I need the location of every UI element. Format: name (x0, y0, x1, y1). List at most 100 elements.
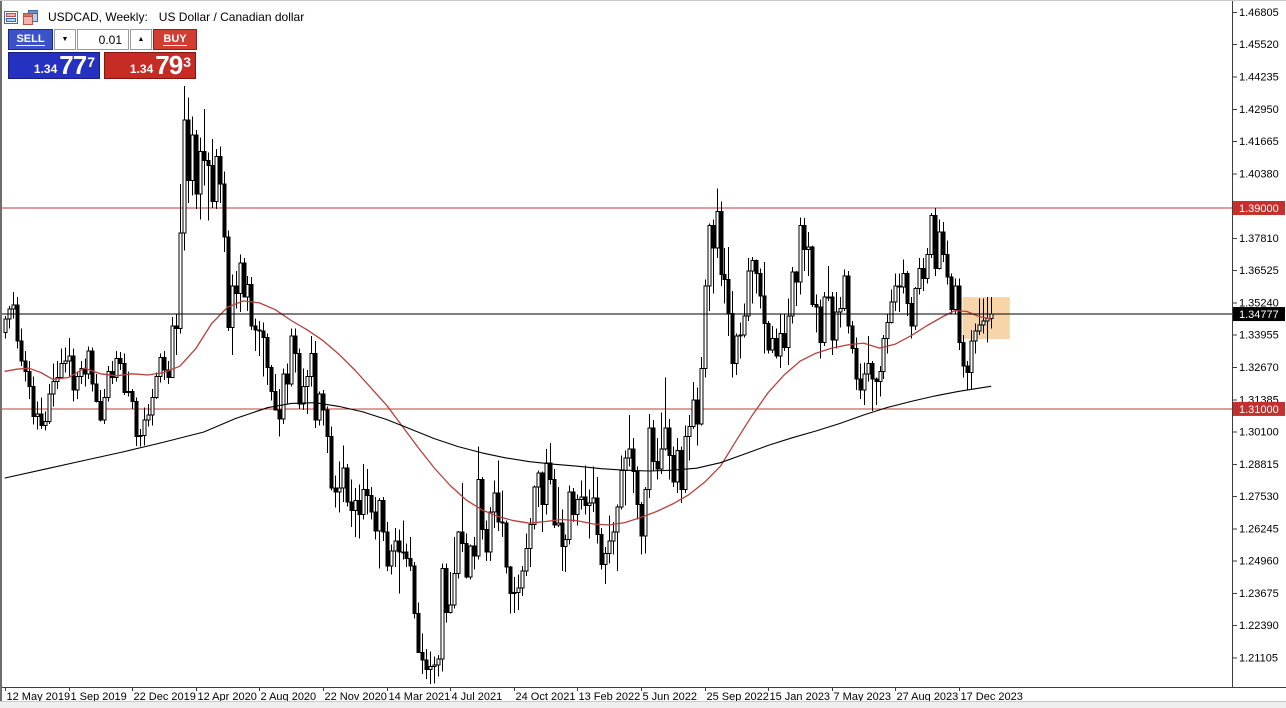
candle (611, 521, 616, 555)
candle (424, 648, 429, 679)
candle (222, 171, 227, 252)
candle-body-bull (150, 397, 155, 416)
candle (35, 401, 40, 430)
price-axis[interactable]: 1.46805 1.45520 1.44235 1.42950 1.41665 1.403… (1232, 7, 1285, 665)
candle-body-bear (210, 164, 215, 203)
candle-body-bull (687, 426, 692, 438)
candle (500, 490, 505, 538)
candle (774, 328, 779, 359)
candle-body-bear (424, 659, 429, 670)
candle (51, 363, 56, 407)
time-tick-label: 12 May 2019 (7, 691, 71, 703)
price-tick-label: 1.41665 (1239, 136, 1279, 148)
candle (830, 292, 835, 355)
candle (432, 656, 437, 684)
candle-body-bear (933, 215, 938, 269)
buy-price-box[interactable]: 1.34 79 3 (104, 52, 196, 79)
candle-body-bear (186, 119, 191, 181)
candle-body-bear (206, 159, 211, 166)
candle (261, 322, 266, 377)
candle-body-bear (560, 522, 565, 548)
candle (67, 338, 72, 378)
candle (357, 484, 362, 539)
candle-body-bull (198, 150, 203, 195)
candle-body-bull (182, 119, 187, 234)
quotes-list-icon[interactable] (4, 10, 19, 25)
sell-price-prefix: 1.34 (33, 62, 58, 76)
candle-body-bear (722, 274, 727, 281)
candle (750, 256, 755, 304)
candle-body-bull (627, 448, 632, 459)
time-axis[interactable]: 12 May 2019 1 Sep 2019 22 Dec 2019 12 Apr 2… (5, 687, 1023, 703)
candle (826, 265, 831, 301)
symbol-description: US Dollar / Canadian dollar (158, 10, 305, 24)
candle (293, 328, 298, 373)
window-left-border (0, 1, 2, 708)
candle-body-bull (47, 393, 52, 422)
candle-body-bear (571, 491, 576, 515)
candle (897, 273, 902, 313)
sell-button[interactable]: SELL (8, 29, 53, 50)
sell-price-box[interactable]: 1.34 77 7 (8, 52, 100, 79)
candle-body-bull (738, 334, 743, 337)
volume-increase-button[interactable]: ▲ (130, 29, 152, 50)
candle-body-bear (71, 355, 76, 391)
candle-body-bull (567, 491, 572, 541)
candle (909, 297, 914, 339)
candle-body-bear (130, 390, 135, 402)
candle (794, 270, 799, 306)
candle (595, 476, 600, 544)
candle (941, 221, 946, 262)
candle-body-bull (881, 338, 886, 372)
candle-body-bear (730, 312, 735, 365)
candle (118, 351, 123, 370)
candle-body-bull (603, 552, 608, 566)
candle (516, 574, 521, 610)
candle-body-bear (202, 150, 207, 161)
candle (63, 347, 68, 373)
candle (782, 314, 787, 352)
candle-body-bear (762, 295, 767, 325)
candle-body-bull (305, 375, 310, 387)
candle (846, 270, 851, 334)
candle (242, 258, 247, 298)
candle-body-bear (464, 542, 469, 578)
candle (599, 528, 604, 570)
candle-body-bull (63, 360, 68, 365)
level-price-tag-text: 1.39000 (1239, 203, 1279, 215)
candle (142, 407, 147, 446)
candle-body-bull (106, 370, 111, 399)
depth-of-market-icon[interactable] (23, 9, 38, 25)
candle-body-bear (285, 373, 290, 385)
buy-button[interactable]: BUY (153, 29, 197, 50)
volume-input[interactable] (77, 29, 129, 50)
candle (448, 572, 453, 614)
candle-body-bear (726, 279, 731, 314)
candle-body-bear (90, 350, 95, 385)
candle (321, 390, 326, 426)
candle-body-bear (218, 155, 223, 185)
candle (567, 485, 572, 545)
candle-body-bull (452, 572, 457, 606)
candle-body-bull (341, 467, 346, 489)
candle (182, 86, 187, 251)
candle-body-bull (591, 497, 596, 504)
candle-body-bull (925, 253, 930, 279)
candle (456, 530, 461, 579)
candle-body-bull (822, 296, 827, 343)
price-tick-label: 1.33955 (1239, 330, 1279, 342)
candle (552, 469, 557, 529)
candle (234, 270, 239, 309)
candle (214, 148, 219, 210)
candle (778, 314, 783, 369)
candle-body-bull (245, 284, 250, 298)
volume-decrease-button[interactable]: ▼ (54, 29, 76, 50)
candle-body-bull (281, 373, 286, 420)
candle-body-bear (253, 325, 258, 331)
candle (587, 489, 592, 539)
candle-body-bear (134, 400, 139, 438)
candle (198, 137, 203, 220)
candle-body-bear (472, 545, 477, 557)
candle (15, 297, 20, 349)
